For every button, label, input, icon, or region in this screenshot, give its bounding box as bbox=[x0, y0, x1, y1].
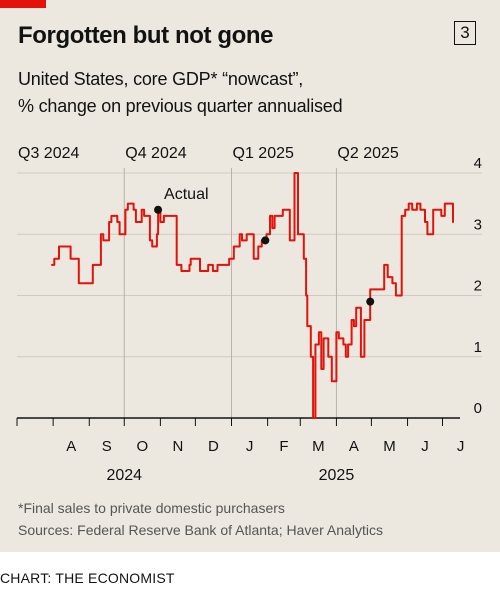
quarter-label: Q4 2024 bbox=[125, 145, 186, 162]
chart-number-badge: 3 bbox=[454, 21, 476, 45]
x-month-label-M: M bbox=[383, 438, 396, 455]
y-tick-label-3: 3 bbox=[474, 216, 482, 233]
chart-panel bbox=[0, 0, 500, 552]
x-month-label-S: S bbox=[102, 438, 112, 455]
x-axis: A S O N D J F M A M J J 2024 2025 bbox=[16, 417, 465, 484]
quarter-markers: Q3 2024 Q4 2024 Q1 2025 Q2 2025 bbox=[18, 145, 399, 418]
chart-subtitle: United States, core GDP* “nowcast”, % ch… bbox=[18, 66, 343, 120]
gridlines bbox=[17, 172, 482, 358]
actual-point-1 bbox=[154, 205, 163, 214]
actual-point-2 bbox=[261, 236, 270, 245]
x-month-label-D: D bbox=[208, 438, 219, 455]
x-month-label-A: A bbox=[66, 438, 76, 455]
x-month-label-N: N bbox=[172, 438, 183, 455]
x-month-label-F: F bbox=[279, 438, 288, 455]
nowcast-series-line bbox=[51, 172, 454, 419]
quarter-label: Q3 2024 bbox=[18, 145, 79, 162]
quarter-label: Q1 2025 bbox=[233, 145, 294, 162]
y-axis-labels: 0 1 2 3 4 bbox=[474, 155, 482, 417]
source-text: Sources: Federal Reserve Bank of Atlanta… bbox=[18, 522, 383, 538]
x-month-label-J: J bbox=[457, 438, 465, 455]
actual-annotation: Actual bbox=[164, 186, 208, 203]
subtitle-line-1: United States, core GDP* “nowcast”, bbox=[18, 69, 304, 89]
x-month-label-O: O bbox=[136, 438, 148, 455]
y-tick-label-2: 2 bbox=[474, 278, 482, 295]
chart-title: Forgotten but not gone bbox=[18, 22, 274, 49]
quarter-label: Q2 2025 bbox=[337, 145, 398, 162]
x-month-label-J: J bbox=[246, 438, 254, 455]
chart-credit: CHART: THE ECONOMIST bbox=[0, 570, 175, 586]
actual-markers: Actual bbox=[154, 186, 375, 306]
series-layer bbox=[51, 172, 454, 419]
footnote-block: *Final sales to private domestic purchas… bbox=[18, 497, 383, 541]
x-month-label-A: A bbox=[349, 438, 359, 455]
y-tick-label-4: 4 bbox=[474, 155, 482, 172]
actual-point-3 bbox=[366, 297, 375, 306]
nowcast-line-chart: Q3 2024 Q4 2024 Q1 2025 Q2 2025 A S O N D J F M A M J… bbox=[16, 145, 482, 484]
y-tick-label-1: 1 bbox=[474, 339, 482, 356]
brand-tag bbox=[0, 0, 46, 8]
y-tick-label-0: 0 bbox=[474, 400, 482, 417]
x-month-label-J: J bbox=[421, 438, 429, 455]
x-year-label-2025: 2025 bbox=[319, 467, 355, 484]
x-month-label-M: M bbox=[312, 438, 325, 455]
footnote-text: *Final sales to private domestic purchas… bbox=[18, 500, 285, 516]
x-year-label-2024: 2024 bbox=[106, 467, 142, 484]
subtitle-line-2: % change on previous quarter annualised bbox=[18, 96, 343, 116]
